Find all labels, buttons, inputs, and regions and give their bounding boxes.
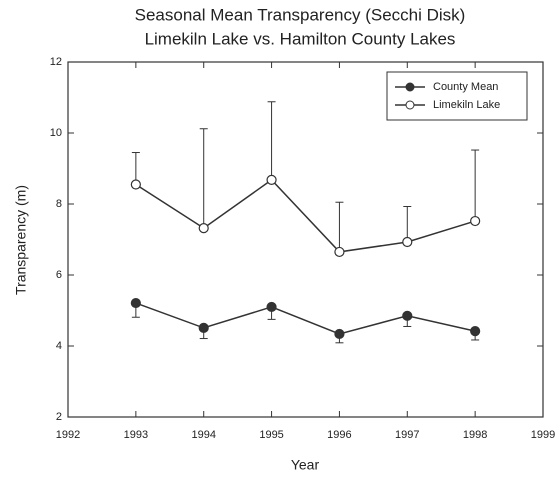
- point: [130, 297, 141, 309]
- series-line: [135, 302, 476, 335]
- y-tick-label: 10: [50, 127, 62, 139]
- y-tick-label: 6: [56, 269, 62, 281]
- y-tick-label: 4: [56, 340, 62, 352]
- point: [402, 236, 413, 248]
- point: [130, 179, 141, 190]
- legend-marker: [405, 100, 415, 110]
- y-tick-label: 8: [56, 198, 62, 210]
- x-tick-label: 1999: [531, 429, 555, 441]
- legend-box: [386, 71, 528, 121]
- x-tick-label: 1998: [463, 429, 487, 441]
- point: [402, 310, 413, 321]
- x-tick-label: 1995: [259, 429, 283, 441]
- legend-label: County Mean: [433, 81, 498, 93]
- plot-frame: [67, 61, 544, 418]
- x-tick-label: 1996: [327, 429, 351, 441]
- chart-title: Seasonal Mean Transparency (Secchi Disk): [135, 5, 466, 24]
- y-axis-label: Transparency (m): [13, 185, 29, 295]
- point: [198, 223, 209, 234]
- x-axis-label: Year: [291, 457, 320, 473]
- point: [470, 215, 481, 227]
- y-tick-label: 12: [50, 56, 62, 68]
- series-line: [135, 178, 476, 253]
- point: [266, 174, 277, 185]
- point: [334, 328, 345, 340]
- point: [266, 301, 277, 313]
- x-tick-label: 1997: [395, 429, 419, 441]
- y-tick-label: 2: [56, 411, 62, 423]
- point: [198, 322, 209, 333]
- x-tick-label: 1994: [191, 429, 215, 441]
- point: [334, 246, 345, 258]
- x-tick-label: 1993: [124, 429, 148, 441]
- point: [470, 325, 481, 337]
- x-tick-label: 1992: [56, 429, 80, 441]
- chart-subtitle: Limekiln Lake vs. Hamilton County Lakes: [145, 29, 456, 48]
- legend-label: Limekiln Lake: [433, 99, 500, 111]
- legend-marker: [405, 82, 415, 92]
